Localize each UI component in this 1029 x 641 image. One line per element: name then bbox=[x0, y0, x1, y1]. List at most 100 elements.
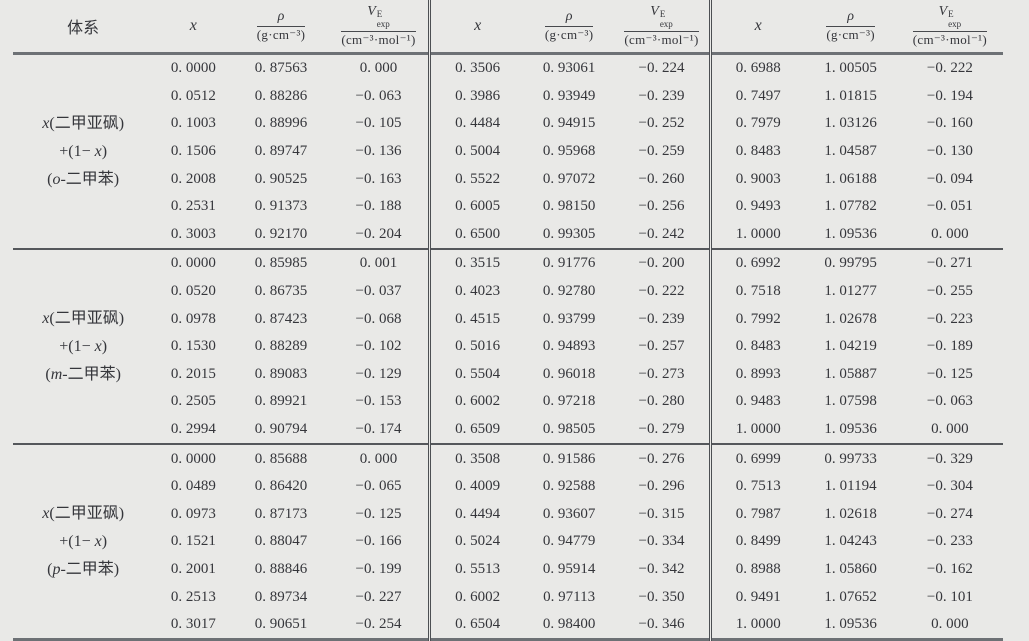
density-cell: 0. 88289 bbox=[254, 338, 308, 355]
excess-volume-cell: −0. 105 bbox=[355, 115, 402, 132]
excess-volume-cell: 0. 000 bbox=[931, 225, 969, 242]
density-cell: 0. 88996 bbox=[254, 115, 308, 132]
excess-volume-cell: 0. 000 bbox=[931, 616, 969, 633]
density-cell: 0. 90794 bbox=[254, 421, 308, 438]
table-row: 0. 1506 0. 89747 −0. 136 0. 5004 0. 95968 −0.… bbox=[13, 137, 1003, 166]
density-cell: 1. 06188 bbox=[824, 170, 877, 187]
density-cell: 1. 03126 bbox=[824, 115, 877, 132]
x-cell: 0. 1530 bbox=[170, 338, 216, 355]
x-cell: 0. 8483 bbox=[708, 332, 805, 361]
x-cell: 0. 0973 bbox=[170, 505, 216, 522]
density-cell: 0. 97072 bbox=[542, 170, 596, 187]
density-cell: 1. 02618 bbox=[824, 505, 877, 522]
table-row: 0. 0489 0. 86420 −0. 065 0. 4009 0. 92588 −0.… bbox=[13, 472, 1003, 501]
x-cell: 0. 0978 bbox=[170, 310, 216, 327]
excess-volume-cell: −0. 125 bbox=[926, 365, 973, 382]
x-cell: 0. 4494 bbox=[428, 500, 525, 529]
density-cell: 0. 93949 bbox=[542, 87, 596, 104]
excess-volume-cell: −0. 063 bbox=[926, 393, 973, 410]
table-row: x(二甲亚砜) +(1− x) (o-二甲苯) 0. 0000 0. 87563 0. 0… bbox=[13, 53, 1003, 188]
excess-volume-unit: (cm⁻³·mol⁻¹) bbox=[341, 31, 416, 47]
density-cell: 1. 01815 bbox=[824, 87, 877, 104]
excess-volume-cell: −0. 136 bbox=[355, 143, 402, 160]
ve-superscript: E bbox=[948, 9, 954, 20]
ve-superscript: E bbox=[376, 9, 383, 20]
excess-volume-cell: −0. 188 bbox=[355, 198, 402, 215]
excess-volume-cell: −0. 280 bbox=[638, 393, 685, 410]
density-cell: 1. 09536 bbox=[824, 225, 877, 242]
excess-volume-cell: −0. 274 bbox=[926, 505, 973, 522]
x-cell: 0. 2994 bbox=[170, 421, 216, 438]
x-cell: 0. 5513 bbox=[428, 555, 525, 584]
x-cell: 0. 6504 bbox=[428, 610, 525, 640]
table-row: 0. 2001 0. 88846 −0. 199 0. 5513 0. 95914 −0.… bbox=[13, 555, 1003, 584]
ve-subscript: exp bbox=[659, 19, 673, 30]
x-symbol: x bbox=[754, 17, 762, 34]
density-unit: (g·cm⁻³) bbox=[826, 27, 875, 43]
excess-volume-cell: −0. 189 bbox=[926, 338, 973, 355]
table-row: 0. 2531 0. 91373 −0. 188 0. 6005 0. 98150 −0.… bbox=[13, 192, 1003, 221]
excess-volume-cell: −0. 101 bbox=[926, 588, 973, 605]
excess-volume-cell: −0. 222 bbox=[926, 60, 973, 77]
x-cell: 0. 8993 bbox=[708, 360, 805, 389]
excess-volume-cell: −0. 254 bbox=[355, 616, 402, 633]
excess-volume-cell: −0. 037 bbox=[355, 283, 402, 300]
x-cell: 0. 4515 bbox=[428, 305, 525, 333]
density-cell: 1. 01194 bbox=[824, 478, 877, 495]
density-cell: 0. 97218 bbox=[542, 393, 596, 410]
x-cell: 0. 2008 bbox=[170, 170, 216, 187]
x-cell: 0. 2513 bbox=[170, 588, 216, 605]
x-cell: 0. 9491 bbox=[708, 583, 805, 611]
x-cell: 0. 6005 bbox=[428, 192, 525, 221]
table-row: 0. 2994 0. 90794 −0. 174 0. 6509 0. 98505 −0.… bbox=[13, 415, 1003, 445]
x-cell: 0. 5522 bbox=[428, 165, 525, 193]
x-cell: 0. 0000 bbox=[153, 248, 234, 278]
density-cell: 1. 04219 bbox=[824, 338, 877, 355]
excess-volume-cell: −0. 199 bbox=[355, 560, 402, 577]
excess-volume-cell: −0. 255 bbox=[926, 283, 973, 300]
density-cell: 0. 88286 bbox=[254, 87, 308, 104]
table-row: 0. 2505 0. 89921 −0. 153 0. 6002 0. 97218 −0.… bbox=[13, 388, 1003, 416]
x-cell: 0. 2531 bbox=[170, 198, 216, 215]
excess-volume-cell: −0. 125 bbox=[355, 505, 402, 522]
system-label: x(二甲亚砜) +(1− x) (o-二甲苯) bbox=[42, 114, 125, 188]
x-symbol: x bbox=[189, 17, 197, 34]
x-cell: 0. 3508 bbox=[428, 443, 525, 473]
density-cell: 0. 89734 bbox=[254, 588, 308, 605]
table-row: 0. 1521 0. 88047 −0. 166 0. 5024 0. 94779 −0.… bbox=[13, 528, 1003, 556]
excess-volume-cell: −0. 239 bbox=[638, 87, 685, 104]
excess-volume-cell: −0. 223 bbox=[926, 310, 973, 327]
x-cell: 0. 4484 bbox=[428, 110, 525, 138]
table-row: 0. 0512 0. 88286 −0. 063 0. 3986 0. 93949 −0.… bbox=[13, 82, 1003, 111]
excess-volume-cell: −0. 350 bbox=[638, 588, 685, 605]
rho-symbol: ρ bbox=[277, 8, 285, 24]
density-unit: (g·cm⁻³) bbox=[544, 27, 594, 43]
excess-volume-cell: −0. 174 bbox=[355, 421, 402, 438]
x-cell: 0. 3986 bbox=[428, 82, 525, 111]
excess-volume-cell: 0. 001 bbox=[328, 248, 430, 278]
density-cell: 0. 88846 bbox=[254, 560, 308, 577]
density-cell: 0. 98150 bbox=[542, 198, 596, 215]
x-cell: 0. 6002 bbox=[428, 583, 525, 611]
col-header-x: x bbox=[428, 0, 525, 55]
excess-volume-cell: −0. 296 bbox=[638, 478, 685, 495]
density-cell: 0. 92170 bbox=[254, 225, 308, 242]
excess-volume-cell: −0. 068 bbox=[355, 310, 402, 327]
density-fraction: ρ (g·cm⁻³) bbox=[826, 9, 875, 43]
table-row: 0. 1530 0. 88289 −0. 102 0. 5016 0. 94893 −0.… bbox=[13, 332, 1003, 361]
x-cell: 0. 7979 bbox=[708, 110, 805, 138]
col-header-density: ρ (g·cm⁻³) bbox=[233, 0, 329, 55]
x-cell: 0. 7513 bbox=[708, 472, 805, 501]
x-cell: 0. 1003 bbox=[170, 115, 216, 132]
excess-volume-cell: −0. 222 bbox=[638, 283, 685, 300]
x-cell: 0. 7497 bbox=[708, 82, 805, 111]
x-cell: 1. 0000 bbox=[708, 415, 805, 445]
density-cell: 0. 95914 bbox=[542, 560, 596, 577]
excess-volume-cell: 0. 000 bbox=[931, 421, 969, 438]
density-fraction: ρ (g·cm⁻³) bbox=[256, 8, 306, 43]
excess-volume-cell: −0. 162 bbox=[926, 560, 973, 577]
